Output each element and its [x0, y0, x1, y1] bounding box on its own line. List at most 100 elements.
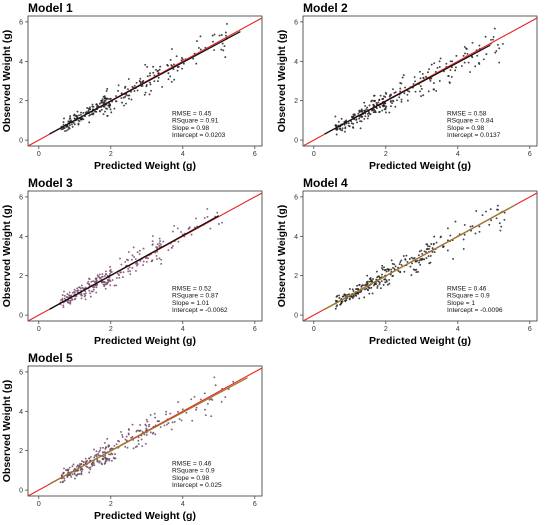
- y-tick-label: 2: [19, 448, 23, 455]
- scatter-point: [102, 457, 105, 460]
- scatter-point: [138, 253, 141, 255]
- scatter-point: [171, 421, 174, 424]
- scatter-point: [475, 210, 478, 212]
- scatter-point: [360, 110, 363, 113]
- scatter-point: [347, 124, 350, 127]
- scatter-point: [59, 481, 62, 484]
- scatter-point: [490, 38, 492, 41]
- scatter-point: [360, 108, 363, 111]
- scatter-point: [408, 258, 411, 260]
- scatter-point: [335, 305, 338, 308]
- scatter-point: [496, 43, 499, 46]
- scatter-point: [75, 465, 78, 468]
- panel-model-2: Model 2 0 2 4 6 0 2 4 6 Predicted Weight (g) Obser…: [276, 1, 538, 172]
- scatter-point: [425, 257, 428, 260]
- scatter-point: [425, 248, 428, 251]
- scatter-point: [433, 235, 436, 238]
- scatter-point: [415, 260, 418, 263]
- scatter-point: [80, 467, 83, 470]
- scatter-point: [338, 294, 340, 297]
- x-axis-title: Predicted Weight (g): [94, 335, 196, 347]
- scatter-point: [71, 298, 73, 300]
- scatter-point: [204, 414, 207, 417]
- scatter-point: [61, 128, 64, 130]
- scatter-point: [75, 289, 77, 292]
- scatter-point: [400, 264, 403, 266]
- scatter-point: [495, 217, 498, 220]
- scatter-point: [434, 70, 437, 73]
- scatter-point: [363, 101, 366, 104]
- y-tick-label: 6: [19, 19, 23, 26]
- scatter-point: [430, 243, 433, 245]
- scatter-point: [136, 264, 138, 267]
- scatter-point: [77, 122, 80, 125]
- scatter-point: [352, 113, 355, 116]
- scatter-point: [67, 294, 70, 297]
- scatter-point: [369, 113, 372, 116]
- y-tick-label: 6: [19, 369, 23, 376]
- scatter-point: [337, 120, 340, 123]
- scatter-point: [121, 433, 124, 436]
- scatter-point: [107, 104, 110, 107]
- scatter-point: [368, 280, 371, 283]
- scatter-point: [125, 258, 128, 261]
- scatter-point: [136, 251, 139, 254]
- scatter-point: [478, 44, 481, 47]
- scatter-point: [71, 465, 74, 468]
- scatter-point: [71, 473, 74, 476]
- scatter-point: [463, 233, 466, 236]
- scatter-point: [114, 453, 117, 456]
- scatter-point: [132, 246, 135, 249]
- scatter-point: [405, 254, 408, 257]
- y-tick-label: 6: [294, 19, 298, 26]
- scatter-point: [76, 464, 79, 467]
- scatter-point: [474, 65, 477, 68]
- scatter-point: [120, 263, 123, 266]
- scatter-point: [146, 65, 149, 68]
- scatter-point: [89, 295, 92, 298]
- scatter-point: [425, 251, 427, 253]
- scatter-point: [159, 426, 162, 428]
- scatter-point: [363, 288, 366, 291]
- scatter-point: [88, 283, 90, 285]
- scatter-point: [107, 453, 110, 456]
- scatter-point: [383, 266, 385, 269]
- scatter-point: [378, 98, 381, 101]
- scatter-point: [95, 453, 98, 456]
- scatter-point: [70, 475, 73, 478]
- scatter-point: [194, 217, 197, 220]
- scatter-point: [104, 456, 107, 459]
- scatter-point: [169, 75, 172, 78]
- fit-line: [49, 377, 248, 485]
- scatter-point: [85, 465, 88, 468]
- scatter-point: [169, 58, 172, 61]
- scatter-point: [488, 223, 491, 226]
- scatter-point: [190, 398, 193, 401]
- scatter-point: [344, 127, 347, 130]
- scatter-point: [495, 50, 498, 52]
- scatter-point: [104, 287, 107, 290]
- scatter-point: [431, 247, 434, 250]
- scatter-point: [60, 299, 63, 301]
- scatter-point: [352, 290, 355, 292]
- scatter-point: [157, 76, 160, 79]
- scatter-point: [413, 76, 416, 79]
- scatter-point: [152, 71, 155, 74]
- scatter-point: [433, 62, 436, 65]
- scatter-point: [137, 429, 140, 432]
- scatter-point: [80, 463, 83, 465]
- scatter-point: [404, 258, 407, 260]
- scatter-point: [449, 69, 452, 71]
- scatter-point: [471, 56, 474, 59]
- scatter-point: [89, 468, 92, 471]
- x-tick-label: 4: [456, 151, 460, 158]
- scatter-point: [368, 286, 370, 289]
- scatter-point: [94, 454, 96, 457]
- scatter-point: [68, 124, 71, 127]
- scatter-point: [63, 477, 66, 480]
- scatter-point: [130, 436, 133, 439]
- scatter-point: [91, 464, 94, 467]
- scatter-point: [220, 48, 223, 51]
- scatter-point: [165, 413, 167, 416]
- scatter-point: [93, 286, 96, 288]
